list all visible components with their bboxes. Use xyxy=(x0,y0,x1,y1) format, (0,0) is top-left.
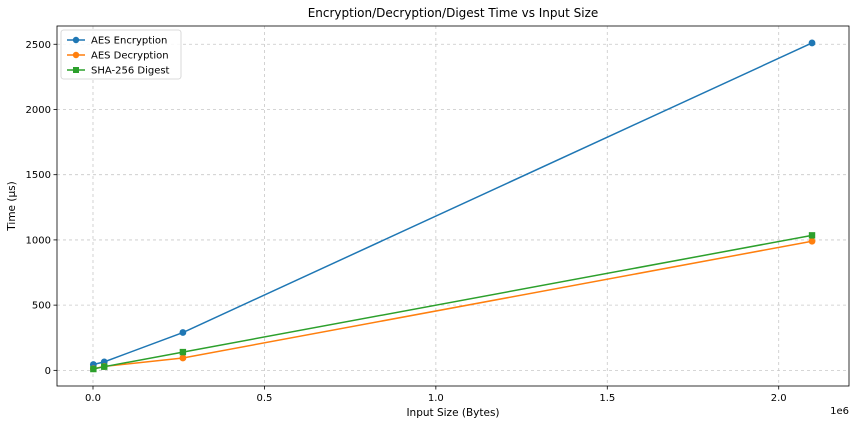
legend-label: AES Encryption xyxy=(91,36,167,47)
data-point xyxy=(808,237,816,245)
x-tick-label: 1.5 xyxy=(599,393,615,404)
legend-label: AES Decryption xyxy=(91,51,169,62)
data-point xyxy=(90,365,97,373)
data-point xyxy=(808,39,816,47)
x-axis-title: Input Size (Bytes) xyxy=(406,407,499,419)
series-layer xyxy=(89,39,816,373)
legend-marker xyxy=(72,36,80,44)
legend-entry: SHA-256 Digest xyxy=(67,66,170,77)
x-tick-label: 1.0 xyxy=(428,393,444,404)
x-tick-label: 0.5 xyxy=(256,393,272,404)
y-tick-label: 1000 xyxy=(26,235,51,246)
y-tick-label: 2500 xyxy=(26,40,51,51)
data-point xyxy=(179,329,187,336)
legend-marker xyxy=(72,51,80,59)
legend-marker xyxy=(73,67,79,73)
series-sha-256-digest xyxy=(90,232,816,373)
x-tick-label: 0.0 xyxy=(85,393,101,404)
legend: AES Encryption AES Decryption SHA-256 Dige… xyxy=(60,29,182,80)
legend-label: SHA-256 Digest xyxy=(91,66,170,77)
plot-frame xyxy=(56,25,850,387)
ticks: 0.0 0.5 1.0 1.5 2.0 0 500 1000 1500 2000 2500 xyxy=(26,40,787,404)
y-tick-label: 2000 xyxy=(26,105,51,116)
series-line xyxy=(93,42,813,366)
legend-entry: AES Encryption xyxy=(67,36,167,47)
grid xyxy=(57,26,849,386)
y-axis-title: Time (µs) xyxy=(6,181,18,231)
legend-entry: AES Decryption xyxy=(67,51,169,62)
data-point xyxy=(808,232,816,239)
x-tick-label: 2.0 xyxy=(771,393,787,404)
legend-box xyxy=(60,29,182,80)
x-axis-offset-label: 1e6 xyxy=(830,406,849,417)
y-tick-label: 0 xyxy=(45,366,51,377)
series-line xyxy=(93,234,813,370)
y-tick-label: 500 xyxy=(32,301,51,312)
y-tick-label: 1500 xyxy=(26,170,51,181)
chart-title: Encryption/Decryption/Digest Time vs Inp… xyxy=(308,6,599,20)
data-point xyxy=(101,363,108,370)
data-point xyxy=(179,348,187,356)
data-point xyxy=(179,354,187,362)
